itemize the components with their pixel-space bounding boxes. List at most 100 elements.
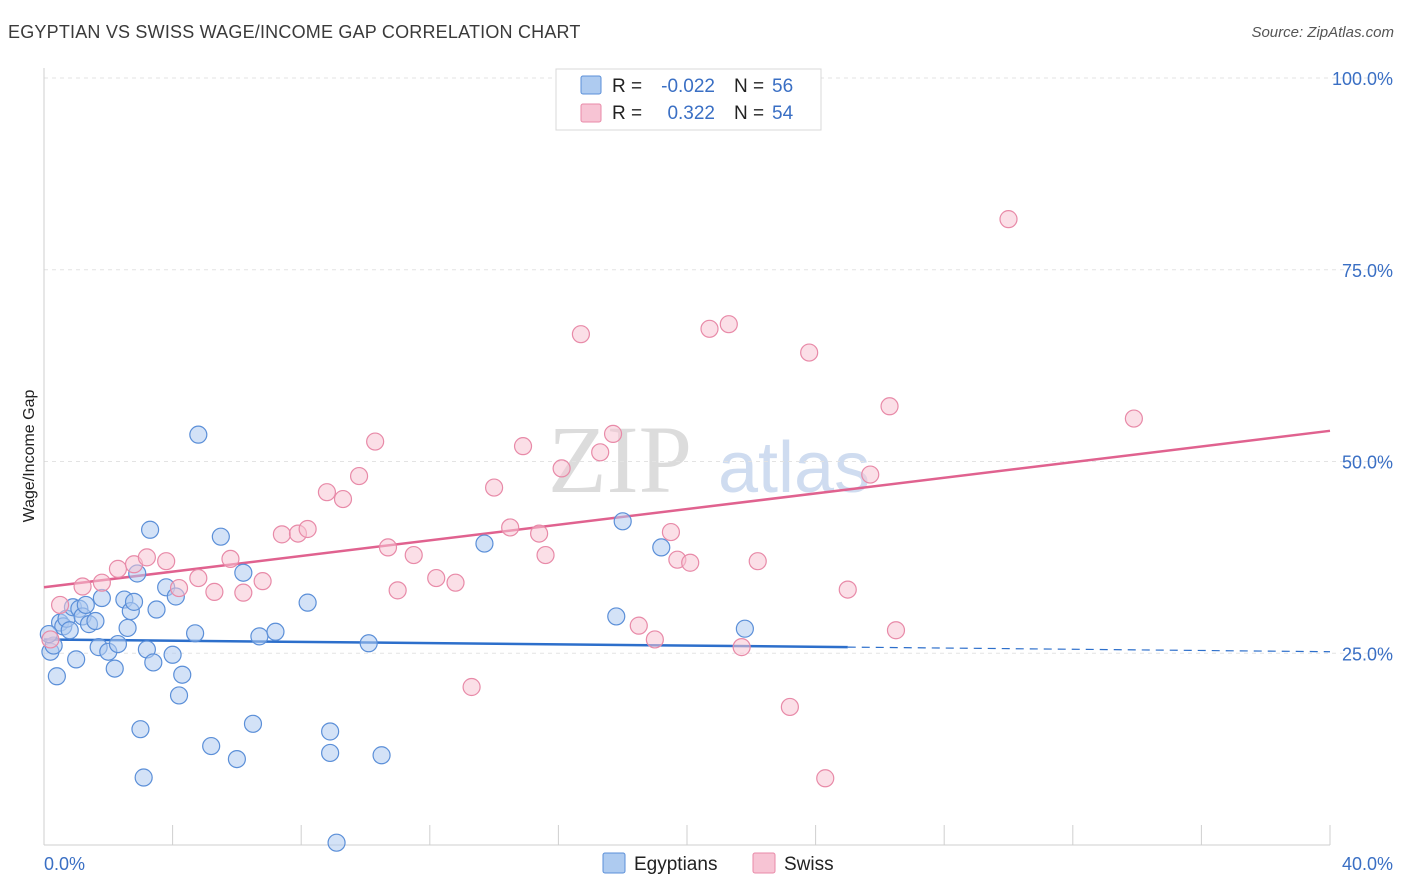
swiss-point bbox=[234, 583, 253, 602]
swiss-point bbox=[886, 621, 906, 640]
legend-n-value-egyptians: 56 bbox=[772, 76, 793, 97]
egyptians-point bbox=[735, 619, 754, 638]
swiss-point bbox=[221, 549, 240, 569]
swiss-point bbox=[603, 424, 623, 443]
swiss-point bbox=[366, 432, 385, 451]
egyptians-point bbox=[140, 520, 160, 539]
swiss-point bbox=[800, 343, 819, 362]
swiss-point bbox=[661, 522, 681, 542]
swiss-point bbox=[333, 489, 353, 509]
swiss-point bbox=[378, 538, 398, 557]
egyptians-point bbox=[60, 621, 79, 640]
egyptians-point bbox=[86, 611, 105, 631]
egyptians-point bbox=[173, 665, 192, 684]
swiss-point bbox=[50, 595, 70, 615]
egyptians-point bbox=[613, 512, 632, 531]
egyptians-point bbox=[202, 736, 221, 756]
egyptians-point bbox=[321, 743, 340, 763]
watermark-atlas: atlas bbox=[718, 428, 870, 508]
legend-n-label-egyptians: N = bbox=[734, 76, 764, 97]
swiss-point bbox=[462, 677, 481, 697]
x-tick-label: 40.0% bbox=[1342, 854, 1393, 874]
legend-n-label-swiss: N = bbox=[734, 103, 764, 124]
swiss-point bbox=[485, 478, 504, 497]
swiss-point bbox=[205, 582, 224, 601]
y-tick-label: 50.0% bbox=[1342, 453, 1393, 473]
legend-swatch-egyptians bbox=[580, 75, 602, 95]
egyptians-point bbox=[144, 653, 163, 672]
swiss-point bbox=[861, 465, 880, 484]
y-tick-label: 100.0% bbox=[1332, 69, 1393, 89]
egyptians-points bbox=[39, 425, 754, 852]
egyptians-point bbox=[243, 714, 263, 733]
swiss-point bbox=[645, 630, 664, 649]
swiss-point bbox=[838, 580, 857, 599]
swiss-point bbox=[513, 437, 533, 456]
swiss-points bbox=[41, 210, 1143, 788]
y-axis-label: Wage/Income Gap bbox=[21, 390, 38, 523]
egyptians-point bbox=[227, 749, 246, 769]
swiss-point bbox=[41, 630, 60, 649]
legend-r-value-swiss: 0.322 bbox=[667, 103, 715, 124]
egyptians-point bbox=[124, 592, 144, 611]
swiss-point bbox=[446, 573, 465, 592]
egyptians-point bbox=[321, 722, 340, 741]
swiss-point bbox=[92, 573, 111, 592]
swiss-point bbox=[552, 459, 571, 478]
egyptians-point bbox=[298, 593, 317, 612]
swiss-point bbox=[253, 572, 272, 591]
egyptians-point bbox=[189, 425, 208, 444]
egyptians-point bbox=[186, 624, 205, 643]
tick-labels: 25.0% 50.0% 75.0% 100.0% 0.0% 40.0% bbox=[44, 69, 1393, 874]
egyptians-point bbox=[47, 667, 66, 686]
egyptians-point bbox=[234, 563, 253, 582]
egyptians-point bbox=[67, 650, 86, 669]
egyptians-point bbox=[118, 618, 137, 638]
swiss-point bbox=[501, 518, 520, 537]
bottom-legend-swiss: Swiss bbox=[784, 854, 834, 875]
swiss-point bbox=[427, 568, 446, 588]
swiss-point bbox=[1124, 409, 1143, 428]
egyptians-trend-extension bbox=[847, 646, 1331, 653]
legend-r-label-swiss: R = bbox=[612, 103, 642, 124]
egyptians-point bbox=[372, 746, 391, 765]
egyptians-point bbox=[250, 627, 269, 646]
egyptians-point bbox=[92, 588, 111, 608]
bottom-legend-swatch-swiss bbox=[752, 852, 776, 874]
swiss-point bbox=[317, 483, 337, 502]
swiss-point bbox=[108, 559, 128, 578]
egyptians-point bbox=[108, 634, 128, 654]
egyptians-point bbox=[475, 534, 494, 553]
swiss-trend-line bbox=[43, 429, 1331, 589]
egyptians-point bbox=[359, 634, 378, 653]
swiss-point bbox=[272, 525, 292, 544]
egyptians-point bbox=[327, 833, 346, 852]
y-tick-label: 75.0% bbox=[1342, 261, 1393, 281]
top-legend: R = -0.022 N = 56 R = 0.322 N = 54 bbox=[555, 68, 822, 131]
egyptians-point bbox=[131, 720, 150, 739]
swiss-point bbox=[816, 769, 835, 788]
swiss-point bbox=[404, 545, 423, 565]
egyptians-point bbox=[607, 607, 626, 626]
trend-lines bbox=[43, 429, 1331, 653]
swiss-point bbox=[880, 397, 899, 416]
legend-r-label-egyptians: R = bbox=[612, 76, 642, 97]
swiss-point bbox=[349, 466, 369, 486]
egyptians-trend-line bbox=[43, 638, 848, 649]
bottom-legend: Egyptians Swiss bbox=[602, 852, 834, 875]
egyptians-point bbox=[76, 595, 95, 615]
swiss-point bbox=[681, 553, 700, 572]
x-tick-label: 0.0% bbox=[44, 854, 85, 874]
swiss-point bbox=[536, 545, 555, 565]
axes bbox=[43, 68, 1331, 846]
swiss-point bbox=[629, 616, 648, 635]
egyptians-point bbox=[134, 768, 153, 787]
watermark: ZIP atlas bbox=[548, 406, 870, 513]
egyptians-point bbox=[652, 538, 671, 557]
egyptians-point bbox=[105, 659, 124, 678]
bottom-legend-egyptians: Egyptians bbox=[634, 854, 717, 875]
swiss-point bbox=[748, 552, 767, 571]
swiss-point bbox=[571, 325, 591, 344]
egyptians-point bbox=[147, 600, 166, 619]
egyptians-point bbox=[266, 622, 285, 641]
